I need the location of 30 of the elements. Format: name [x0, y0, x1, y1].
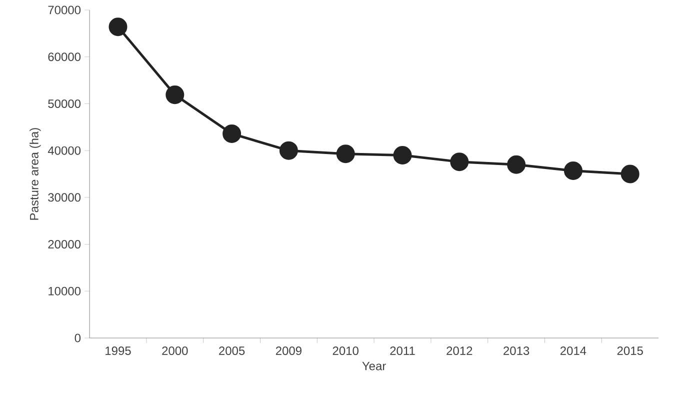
- y-tick-label: 60000: [48, 52, 81, 62]
- point: [620, 164, 640, 184]
- y-tick-label: 30000: [48, 193, 81, 202]
- point: [279, 141, 298, 160]
- point: [222, 124, 242, 143]
- x-axis-title: Year: [362, 362, 386, 370]
- point: [108, 18, 128, 36]
- x-tick-label: 2010: [332, 346, 358, 356]
- x-tick-label: 2015: [617, 346, 643, 356]
- y-tick-label: 10000: [48, 286, 81, 296]
- y-tick-label: 70000: [48, 6, 81, 14]
- point: [393, 146, 412, 165]
- point: [166, 86, 184, 104]
- point: [336, 144, 355, 164]
- x-tick-label: 2012: [446, 346, 472, 356]
- x-tick-label: 1995: [106, 346, 131, 356]
- y-tick-label: 50000: [48, 99, 81, 108]
- x-tick-label: 2000: [162, 346, 188, 356]
- x-tick-label: 2005: [219, 346, 245, 356]
- point: [450, 152, 469, 172]
- point: [507, 155, 526, 174]
- point: [564, 161, 582, 180]
- x-tick-label: 2013: [504, 346, 530, 356]
- x-tick-label: 2011: [390, 346, 415, 356]
- y-axis-title: Pasture area (ha): [30, 128, 41, 220]
- x-tick-label: 2009: [276, 346, 302, 356]
- y-tick-label: 0: [74, 334, 81, 342]
- y-tick-label: 20000: [48, 240, 81, 249]
- x-tick-label: 2014: [560, 346, 586, 356]
- y-tick-label: 40000: [48, 146, 81, 155]
